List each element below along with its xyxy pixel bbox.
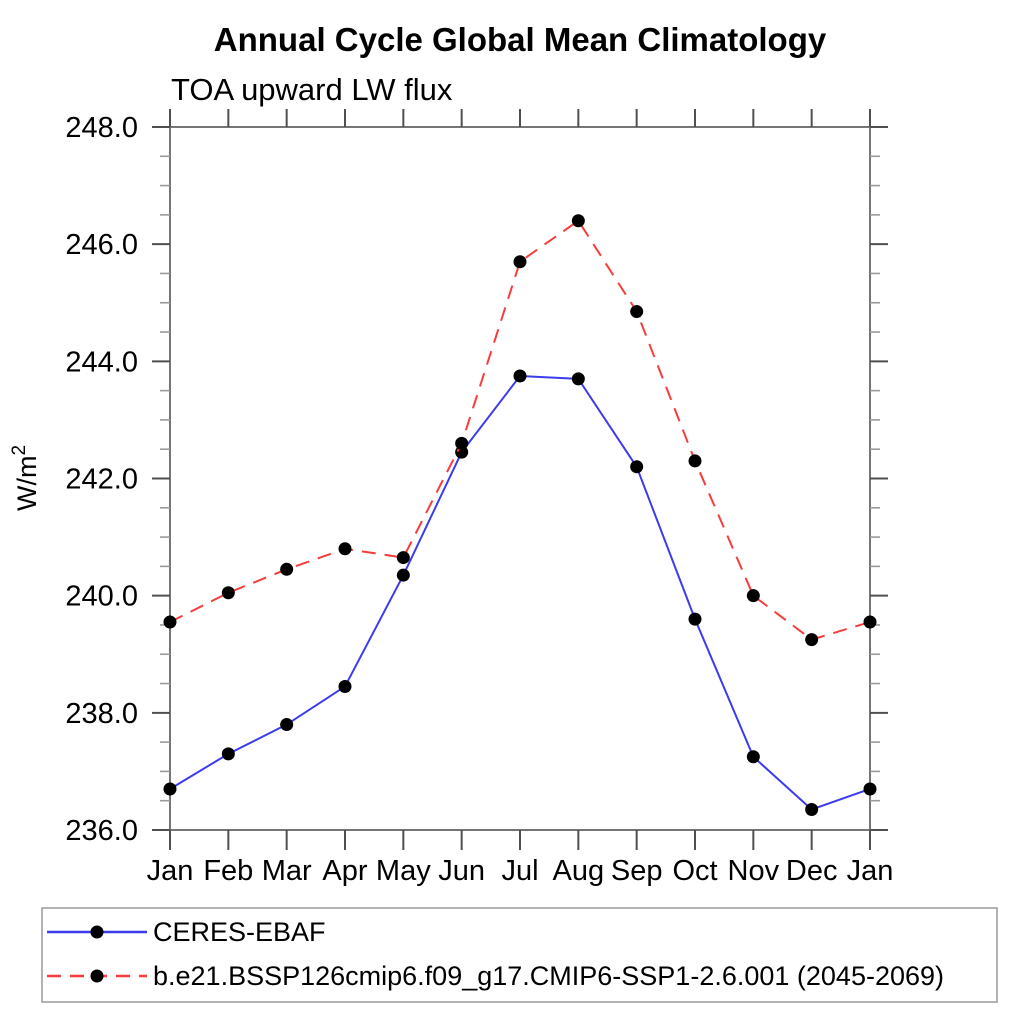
legend-marker	[90, 969, 104, 983]
data-point-marker	[688, 612, 702, 626]
x-tick-label: Nov	[728, 855, 780, 887]
data-point-marker	[221, 586, 235, 600]
x-tick-label: Jun	[438, 855, 485, 887]
data-point-marker	[338, 679, 352, 693]
y-axis-label: W/m2	[9, 445, 42, 511]
x-tick-label: Sep	[611, 855, 663, 887]
axes: Jan Feb Mar Apr May Jun Jul Aug Sep Oct Nov Dec Jan 2…	[65, 109, 893, 887]
data-point-marker	[163, 615, 177, 629]
x-tick-label: Dec	[786, 855, 838, 887]
y-tick-label: 248.0	[65, 112, 138, 144]
legend-marker	[90, 925, 104, 939]
data-point-marker	[630, 460, 644, 474]
series-line-ceres_line	[169, 374, 871, 811]
data-point-marker	[396, 568, 410, 582]
data-point-marker	[163, 782, 177, 796]
data-point-marker	[863, 782, 877, 796]
y-axis-label-superscript: 2	[9, 445, 30, 456]
data-point-marker	[805, 802, 819, 816]
data-point-marker	[280, 718, 294, 732]
data-point-marker	[338, 542, 352, 556]
y-tick-label: 242.0	[65, 464, 138, 496]
data-point-marker	[863, 615, 877, 629]
x-tick-label: Jan	[147, 855, 194, 887]
y-tick-label: 240.0	[65, 581, 138, 613]
x-tick-label: Feb	[203, 855, 253, 887]
y-tick-label: 236.0	[65, 815, 138, 847]
y-tick-label: 246.0	[65, 229, 138, 261]
legend-label: b.e21.BSSP126cmip6.f09_g17.CMIP6-SSP1-2.…	[153, 961, 944, 991]
data-point-marker	[630, 305, 644, 319]
data-point-marker	[688, 454, 702, 468]
x-tick-label: Mar	[262, 855, 312, 887]
y-tick-label: 238.0	[65, 698, 138, 730]
data-point-marker	[571, 214, 585, 228]
data-point-marker	[805, 633, 819, 647]
x-tick-label: May	[376, 855, 431, 887]
y-axis-label-base: W/m	[12, 456, 42, 511]
plot-frame	[169, 126, 871, 831]
legend-label: CERES-EBAF	[153, 917, 326, 947]
x-tick-label: Jan	[847, 855, 894, 887]
data-point-marker	[221, 747, 235, 761]
chart-subtitle: TOA upward LW flux	[171, 72, 453, 107]
x-tick-label: Oct	[672, 855, 717, 887]
legend: CERES-EBAF b.e21.BSSP126cmip6.f09_g17.CMI…	[41, 907, 998, 1003]
data-point-marker	[746, 750, 760, 764]
chart-title: Annual Cycle Global Mean Climatology	[214, 21, 827, 58]
series-line-model_line	[169, 219, 871, 641]
y-tick-label: 244.0	[65, 346, 138, 378]
data-point-marker	[746, 589, 760, 603]
data-series	[163, 214, 877, 816]
data-point-marker	[280, 562, 294, 576]
data-point-marker	[455, 436, 469, 450]
legend-box	[41, 907, 998, 1003]
data-point-marker	[513, 255, 527, 269]
x-tick-label: Jul	[501, 855, 538, 887]
x-tick-label: Apr	[322, 855, 367, 887]
data-point-marker	[513, 369, 527, 383]
x-tick-label: Aug	[553, 855, 605, 887]
data-point-marker	[396, 551, 410, 565]
data-point-marker	[571, 372, 585, 386]
